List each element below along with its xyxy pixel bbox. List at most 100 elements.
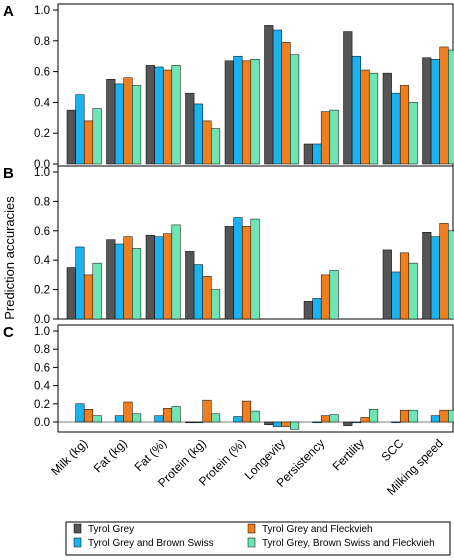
bar bbox=[145, 234, 155, 320]
bar bbox=[448, 230, 454, 320]
category-labels: Milk (kg) Fat (kg) Fat (%)Protein (kg)Prot… bbox=[48, 436, 445, 498]
bar bbox=[391, 421, 401, 424]
legend: Tyrol Grey Tyrol Grey and Fleckvieh Tyrol … bbox=[65, 521, 451, 556]
panel-letter: A bbox=[3, 3, 14, 20]
bar bbox=[171, 65, 181, 165]
legend-swatch bbox=[73, 523, 82, 534]
bar bbox=[123, 77, 133, 165]
bar bbox=[399, 85, 410, 165]
bar bbox=[171, 224, 181, 320]
bar bbox=[408, 409, 418, 423]
bar bbox=[132, 85, 142, 165]
y-axis-title: Prediction accuracies bbox=[2, 196, 17, 320]
bar bbox=[303, 301, 313, 320]
panel-frame bbox=[57, 324, 454, 433]
bar bbox=[351, 55, 361, 165]
y-tick-label: 0.8 bbox=[34, 36, 50, 48]
bar bbox=[145, 65, 155, 165]
y-tick-label: 0.6 bbox=[34, 67, 50, 79]
bar bbox=[233, 55, 243, 165]
bar bbox=[250, 410, 260, 423]
panel-letter: C bbox=[3, 324, 14, 341]
bar bbox=[399, 252, 410, 320]
bar bbox=[114, 243, 124, 320]
bar bbox=[132, 413, 142, 423]
bar bbox=[281, 42, 291, 165]
y-tick-label: 0.0 bbox=[34, 314, 50, 326]
bar bbox=[281, 421, 291, 427]
bar bbox=[343, 421, 353, 426]
bar bbox=[224, 60, 234, 165]
bar bbox=[408, 102, 418, 165]
bar bbox=[382, 249, 392, 320]
legend-label: Tyrol Grey bbox=[88, 524, 134, 535]
bar bbox=[211, 413, 221, 423]
category-label: Fat (%) bbox=[132, 436, 170, 474]
bar bbox=[202, 399, 212, 423]
bar bbox=[320, 111, 331, 165]
panel-A: 0.0 0.2 0.4 0.6 0.8 1.0 A bbox=[3, 3, 454, 171]
bar bbox=[343, 31, 353, 165]
bar bbox=[106, 79, 116, 165]
bar bbox=[154, 236, 164, 320]
y-tick-label: 0.0 bbox=[34, 417, 50, 429]
bar bbox=[351, 421, 361, 424]
bar bbox=[224, 226, 234, 320]
y-tick-label: 0.4 bbox=[34, 255, 51, 267]
bar bbox=[211, 289, 221, 320]
bar bbox=[185, 251, 195, 320]
bar bbox=[162, 408, 173, 423]
bar bbox=[391, 271, 401, 320]
bar bbox=[360, 69, 370, 165]
bar bbox=[408, 262, 418, 320]
bar bbox=[162, 233, 173, 320]
bar bbox=[430, 415, 440, 423]
bar bbox=[92, 415, 102, 423]
bar bbox=[303, 143, 313, 165]
bar bbox=[193, 103, 203, 165]
y-tick-label: 0.6 bbox=[34, 226, 50, 238]
category-label: SCC bbox=[379, 436, 407, 464]
bar bbox=[320, 274, 331, 320]
legend-swatch bbox=[73, 537, 82, 548]
y-tick-label: 0.2 bbox=[34, 128, 50, 140]
y-tick-label: 0.0 bbox=[34, 159, 50, 171]
y-tick-label: 0.2 bbox=[34, 399, 50, 411]
y-tick-label: 1.0 bbox=[34, 167, 50, 179]
bar bbox=[193, 264, 203, 320]
y-tick-label: 0.4 bbox=[34, 97, 51, 109]
bar bbox=[360, 417, 370, 423]
bar bbox=[312, 143, 322, 165]
bar bbox=[439, 46, 449, 165]
bar bbox=[430, 59, 440, 165]
bar bbox=[439, 223, 449, 320]
bar bbox=[382, 72, 392, 165]
bar bbox=[312, 421, 322, 424]
panel-C: 0.0 0.2 0.4 0.6 0.8 1.0 C bbox=[3, 324, 454, 433]
bar bbox=[202, 276, 212, 320]
bar bbox=[391, 92, 401, 165]
bar bbox=[132, 248, 142, 320]
bar bbox=[448, 409, 454, 423]
bar bbox=[312, 298, 322, 320]
bar bbox=[399, 409, 410, 423]
bar bbox=[329, 109, 339, 165]
legend-items: Tyrol Grey Tyrol Grey and Fleckvieh Tyrol … bbox=[73, 523, 435, 549]
bar bbox=[290, 421, 300, 430]
bar bbox=[123, 236, 133, 320]
category-label: Fertility bbox=[330, 436, 367, 473]
bar bbox=[171, 406, 181, 423]
bar bbox=[241, 60, 252, 165]
bar bbox=[320, 415, 331, 423]
bar bbox=[114, 415, 124, 423]
bar bbox=[83, 274, 94, 320]
bar bbox=[193, 421, 203, 424]
y-tick-label: 0.4 bbox=[34, 381, 51, 393]
bar bbox=[211, 128, 221, 165]
category-label: Fat (kg) bbox=[91, 436, 130, 475]
bar bbox=[114, 83, 124, 165]
y-tick-label: 0.6 bbox=[34, 362, 50, 374]
bar bbox=[439, 409, 449, 423]
bar bbox=[123, 401, 133, 423]
